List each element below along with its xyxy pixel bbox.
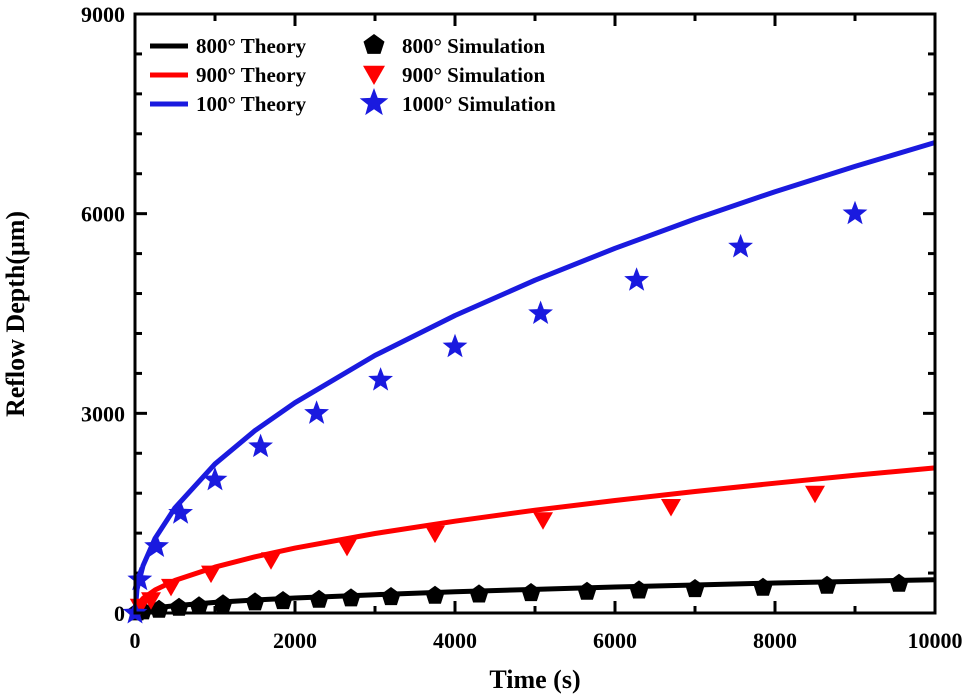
legend-label: 900° Theory [196,63,307,87]
series-point [469,584,489,603]
legend-label: 800° Simulation [402,34,545,58]
series-point [661,499,681,517]
series-point [842,200,868,225]
series-point [624,267,649,291]
x-tick-label: 2000 [273,628,317,653]
series-point [805,485,825,504]
series-point [685,579,705,598]
x-tick-label: 10000 [908,628,963,653]
series-point [889,573,909,592]
series-point [248,433,273,458]
series-point [245,592,265,611]
series-point [341,588,361,607]
legend-marker-swatch [363,65,385,85]
y-tick-label: 9000 [81,2,125,27]
y-tick-label: 3000 [81,401,125,426]
x-tick-label: 6000 [593,628,637,653]
series-point [753,577,773,596]
series-point [337,538,357,557]
legend-label: 1000° Simulation [402,92,556,116]
legend-label: 900° Simulation [402,63,545,87]
series-point [144,533,169,557]
legend-label: 800° Theory [196,34,307,58]
y-tick-label: 6000 [81,202,125,227]
series-point [213,594,233,613]
x-tick-label: 4000 [433,628,477,653]
series-point [273,591,293,610]
series-point [261,552,281,570]
series-point [141,592,161,610]
legend-marker-swatch [363,34,385,54]
series-point [533,512,553,530]
series-point [817,575,837,594]
series-line [132,140,936,614]
series-point [127,566,153,591]
series-point [161,578,181,597]
series-point [425,585,445,604]
series-point [168,500,193,524]
plot-series [122,140,936,624]
series-point [521,583,541,602]
series-point [728,233,753,258]
series-point [169,597,189,616]
series-point [425,525,445,544]
x-tick-label: 8000 [753,628,797,653]
y-tick-label: 0 [114,601,125,626]
series-point [309,589,329,608]
x-axis-label: Time (s) [489,665,580,694]
legend-marker-swatch [359,88,389,116]
series-point [189,596,209,615]
series-point [577,581,597,600]
series-point [201,565,221,584]
series-point [629,580,649,599]
x-tick-label: 0 [130,628,141,653]
legend-label: 100° Theory [196,92,307,116]
series-point [368,367,393,391]
plot-frame [133,12,937,615]
series-point [528,300,553,324]
series-point [381,587,401,606]
tick-labels: 0 2000 4000 6000 8000 10000 0 3000 6000 9000 [81,2,963,653]
legend: 800° Theory 900° Theory 100° Theory 800° Si… [150,34,556,116]
series-point [202,466,228,491]
y-axis-label: Reflow Depth(μm) [1,211,30,417]
series-point [304,400,329,424]
series-point [442,333,468,358]
